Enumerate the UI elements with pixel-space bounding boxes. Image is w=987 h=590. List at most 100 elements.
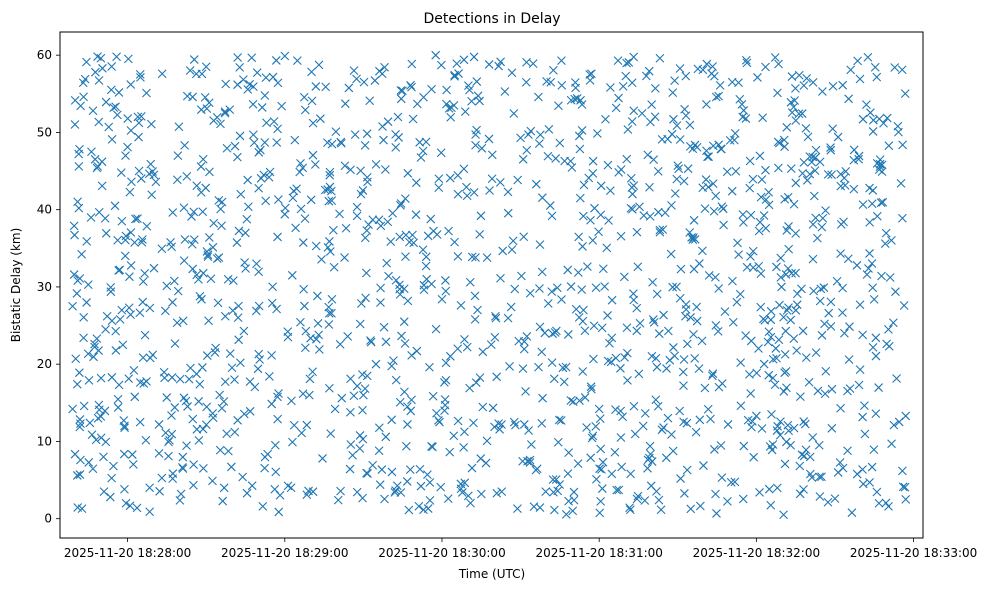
detection-marker [843, 386, 852, 396]
detection-marker [220, 311, 230, 321]
detection-marker [645, 182, 654, 192]
detection-marker [209, 116, 219, 126]
detection-marker [162, 393, 172, 402]
detection-marker [710, 272, 720, 282]
detection-marker [738, 210, 748, 219]
detection-marker [478, 347, 488, 357]
detection-marker [366, 337, 376, 347]
detection-marker [166, 238, 175, 247]
detection-marker [364, 220, 373, 229]
detection-marker [255, 355, 265, 364]
detection-marker [202, 247, 212, 256]
detection-marker [92, 163, 102, 173]
detection-marker [434, 174, 444, 184]
detection-marker [685, 120, 695, 130]
detection-marker [633, 262, 643, 272]
y-tick-label: 30 [37, 280, 52, 294]
detection-marker [388, 208, 397, 218]
detection-marker [734, 250, 744, 259]
detection-marker [453, 252, 463, 261]
detection-marker [109, 103, 119, 113]
detection-marker [392, 481, 402, 491]
detection-marker [627, 117, 637, 126]
detection-marker [473, 305, 482, 315]
detection-marker [838, 80, 848, 90]
detection-marker [375, 480, 385, 490]
detection-marker [178, 316, 188, 326]
detection-marker [808, 433, 818, 442]
detection-marker [505, 361, 514, 371]
detection-marker [852, 260, 862, 270]
detection-marker [314, 60, 324, 70]
detection-marker [652, 362, 662, 372]
detection-marker [543, 151, 553, 161]
detection-marker [676, 264, 686, 274]
detection-marker [668, 88, 678, 98]
detection-marker [810, 166, 820, 176]
detection-marker [234, 335, 244, 345]
detection-marker [170, 403, 180, 412]
detection-marker [425, 362, 434, 372]
detection-marker [880, 239, 890, 249]
detection-marker [107, 62, 117, 71]
detection-marker [308, 118, 318, 128]
detection-marker [456, 484, 466, 494]
detection-marker [858, 200, 868, 210]
detection-marker [391, 275, 401, 285]
detection-marker [380, 62, 389, 72]
detection-marker [629, 181, 639, 191]
detection-marker [675, 406, 685, 416]
detection-marker [258, 501, 268, 511]
detection-marker [466, 498, 475, 508]
detection-marker [605, 186, 615, 196]
detection-marker [808, 78, 818, 87]
detection-marker [348, 450, 357, 460]
detection-marker [360, 384, 370, 394]
detection-marker [627, 204, 637, 214]
detection-marker [667, 201, 676, 210]
y-tick-label: 60 [37, 48, 52, 62]
detection-marker [768, 373, 778, 383]
detection-marker [737, 100, 747, 109]
detection-marker [432, 408, 441, 418]
detection-marker [225, 105, 235, 114]
detection-marker [254, 349, 264, 359]
detection-marker [399, 317, 409, 327]
detection-marker [273, 124, 282, 134]
detection-marker [725, 135, 735, 145]
detection-marker [794, 109, 804, 119]
detection-marker [313, 291, 322, 301]
detection-marker [475, 96, 484, 106]
detection-marker [465, 383, 474, 393]
detection-marker [405, 237, 414, 247]
detection-marker [381, 432, 391, 442]
detection-marker [475, 373, 485, 383]
detection-marker [783, 264, 793, 273]
detection-marker [247, 481, 257, 491]
detection-marker [776, 272, 786, 282]
detection-marker [425, 495, 435, 505]
detection-marker [700, 204, 710, 213]
detection-marker [476, 489, 486, 499]
detection-marker [352, 211, 362, 221]
detection-marker [507, 68, 517, 78]
detection-marker [174, 122, 184, 132]
detection-marker [784, 303, 793, 313]
detection-marker [428, 391, 438, 401]
detection-marker [326, 429, 336, 439]
detection-marker [543, 299, 553, 308]
detection-marker [110, 201, 120, 211]
detection-marker [273, 414, 283, 424]
detection-marker [192, 181, 202, 191]
detection-marker [900, 482, 910, 492]
detection-marker [222, 143, 232, 153]
detection-marker [269, 117, 279, 126]
detection-marker [766, 315, 776, 325]
x-tick-label: 2025-11-20 18:29:00 [221, 546, 348, 560]
detection-marker [603, 356, 613, 366]
detection-marker [421, 261, 431, 271]
detection-marker [164, 451, 173, 461]
detection-marker [200, 93, 210, 102]
detection-marker [138, 297, 148, 307]
detection-marker [141, 435, 151, 445]
